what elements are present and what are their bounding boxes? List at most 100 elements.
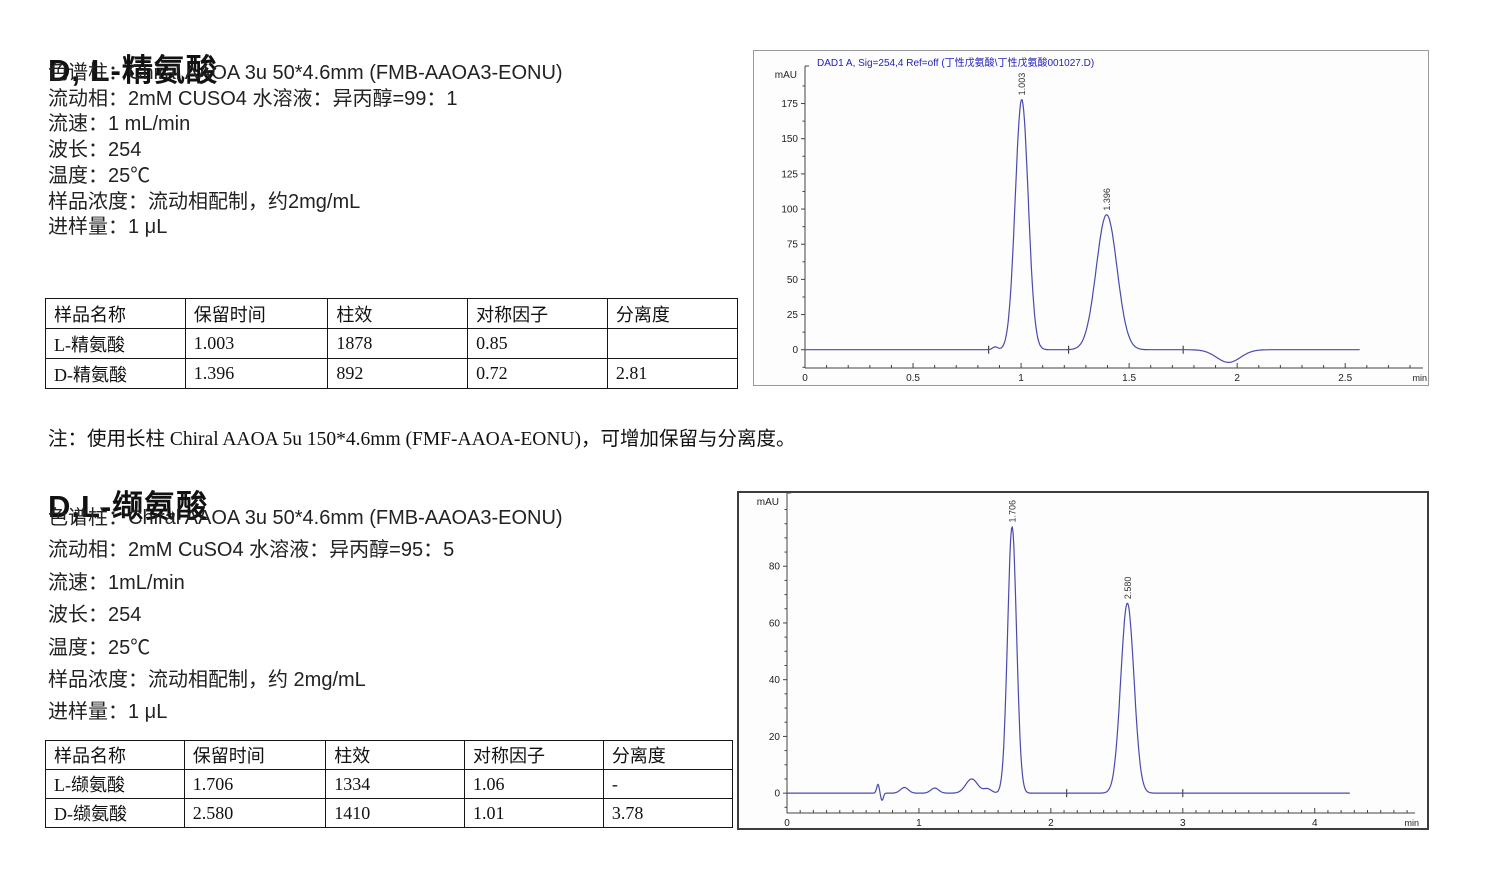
peak-label: 1.396 xyxy=(1102,188,1112,211)
table-cell: 1334 xyxy=(325,769,466,799)
param-line: 样品浓度：流动相配制，约2mg/mL xyxy=(48,190,361,213)
section-title-valine: D,L-缬氨酸 xyxy=(48,488,209,524)
param-line: 色谱柱：Chiral AAOA 3u 50*4.6mm (FMB-AAOA3-E… xyxy=(48,62,563,84)
table-header-cell: 保留时间 xyxy=(184,298,329,329)
table-header-cell: 样品名称 xyxy=(45,740,185,770)
param-line: 样品浓度：流动相配制，约 2mg/mL xyxy=(48,669,366,692)
x-axis-unit-label: min xyxy=(1412,373,1427,383)
param-line: 流速：1mL/min xyxy=(48,571,185,594)
table-header-cell: 样品名称 xyxy=(45,298,186,329)
x-tick-label: 4 xyxy=(1312,818,1318,829)
table-header-row: 样品名称 保留时间 柱效 对称因子 分离度 xyxy=(45,740,734,770)
trace-line xyxy=(805,99,1360,363)
y-axis-unit-label: mAU xyxy=(757,497,779,508)
table-cell: 1.003 xyxy=(184,328,329,359)
peak-label: 1.003 xyxy=(1017,73,1027,96)
table-row: D-精氨酸 1.396 892 0.72 2.81 xyxy=(45,358,739,389)
table-header-cell: 对称因子 xyxy=(464,740,604,770)
y-tick-label: 40 xyxy=(769,675,781,686)
chromatogram-arginine: DAD1 A, Sig=254,4 Ref=off (丁性戊氨酸\丁性戊氨酸00… xyxy=(753,50,1429,386)
trace-line xyxy=(787,526,1350,801)
y-tick-label: 0 xyxy=(792,345,798,356)
results-table-arginine: 样品名称 保留时间 柱效 对称因子 分离度 L-精氨酸 1.003 1878 0.85 D-精氨酸… xyxy=(45,298,739,389)
section-title-arginine: D, L-精氨酸 xyxy=(48,52,218,88)
table-cell: 1410 xyxy=(325,798,466,828)
table-cell: D-缬氨酸 xyxy=(45,798,185,828)
x-tick-label: 1 xyxy=(916,818,922,829)
table-header-cell: 柱效 xyxy=(325,740,466,770)
note-line: 注：使用长柱 Chiral AAOA 5u 150*4.6mm (FMF-AAO… xyxy=(48,428,796,450)
x-tick-label: 2.5 xyxy=(1338,373,1352,384)
y-tick-label: 20 xyxy=(769,732,781,743)
x-tick-label: 0 xyxy=(802,373,808,384)
param-line: 进样量：1 μL xyxy=(48,701,168,724)
param-line: 温度：25℃ xyxy=(48,164,151,187)
table-cell: 1.06 xyxy=(464,769,604,799)
y-tick-label: 100 xyxy=(781,205,798,216)
table-cell xyxy=(606,328,739,359)
x-tick-label: 0 xyxy=(784,818,790,829)
peak-label: 1.706 xyxy=(1008,500,1018,523)
table-cell: L-精氨酸 xyxy=(45,328,186,359)
peak-label: 2.580 xyxy=(1123,577,1133,600)
param-line: 波长：254 xyxy=(48,604,142,627)
results-table-valine: 样品名称 保留时间 柱效 对称因子 分离度 L-缬氨酸 1.706 1334 1.06- D-缬氨… xyxy=(45,740,734,828)
chromatogram-svg: mAU 0 20 40 60 80 0 1 2 3 4 min 1.706 2.580 xyxy=(737,491,1429,830)
param-line: 进样量：1 μL xyxy=(48,216,168,239)
table-cell: 2.580 xyxy=(183,798,327,828)
y-tick-label: 25 xyxy=(787,310,799,321)
table-cell: 1878 xyxy=(327,328,469,359)
tick-labels: mAU 0 20 40 60 80 0 1 2 3 4 min xyxy=(757,497,1419,829)
y-tick-label: 50 xyxy=(787,275,799,286)
method-params-arginine: 色谱柱：Chiral AAOA 3u 50*4.6mm (FMB-AAOA3-E… xyxy=(48,61,563,241)
table-cell: 1.01 xyxy=(464,798,604,828)
x-tick-label: 2 xyxy=(1048,818,1054,829)
y-tick-label: 125 xyxy=(781,169,798,180)
y-tick-label: 0 xyxy=(774,789,780,800)
table-cell: 0.85 xyxy=(467,328,608,359)
x-tick-label: 3 xyxy=(1180,818,1186,829)
table-cell: 0.72 xyxy=(467,358,608,389)
table-row: L-缬氨酸 1.706 1334 1.06- xyxy=(45,769,734,799)
x-tick-label: 0.5 xyxy=(906,373,920,384)
param-line: 流动相：2mM CuSO4 水溶液：异丙醇=95：5 xyxy=(48,539,455,562)
table-cell: - xyxy=(602,769,734,799)
y-tick-label: 60 xyxy=(769,618,781,629)
y-tick-label: 175 xyxy=(781,99,798,110)
x-tick-label: 1 xyxy=(1018,373,1024,384)
y-axis-unit-label: mAU xyxy=(775,70,797,81)
y-tick-label: 75 xyxy=(787,240,799,251)
x-tick-label: 1.5 xyxy=(1122,373,1136,384)
chart-frame xyxy=(753,50,1429,386)
table-header-cell: 分离度 xyxy=(602,740,734,770)
chromatogram-svg: DAD1 A, Sig=254,4 Ref=off (丁性戊氨酸\丁性戊氨酸00… xyxy=(753,50,1429,386)
table-cell: 2.81 xyxy=(606,358,739,389)
table-header-cell: 对称因子 xyxy=(467,298,608,329)
table-cell: 3.78 xyxy=(602,798,734,828)
table-header-cell: 分离度 xyxy=(606,298,739,329)
table-header-row: 样品名称 保留时间 柱效 对称因子 分离度 xyxy=(45,298,739,329)
axes xyxy=(783,492,1415,814)
param-line: 波长：254 xyxy=(48,139,142,162)
chromatogram-valine: mAU 0 20 40 60 80 0 1 2 3 4 min 1.706 2.580 xyxy=(737,491,1429,830)
table-row: L-精氨酸 1.003 1878 0.85 xyxy=(45,328,739,359)
table-cell: 1.706 xyxy=(183,769,327,799)
x-axis-unit-label: min xyxy=(1404,818,1419,828)
param-line: 色谱柱：Chiral AAOA 3u 50*4.6mm (FMB-AAOA3-E… xyxy=(48,507,563,529)
chart-frame xyxy=(737,491,1429,830)
param-line: 流动相：2mM CUSO4 水溶液：异丙醇=99：1 xyxy=(48,87,458,110)
table-row: D-缬氨酸 2.580 1410 1.01 3.78 xyxy=(45,798,734,828)
table-header-cell: 柱效 xyxy=(327,298,469,329)
table-cell: L-缬氨酸 xyxy=(45,769,185,799)
chart-title: DAD1 A, Sig=254,4 Ref=off (丁性戊氨酸\丁性戊氨酸00… xyxy=(817,56,1094,69)
table-header-cell: 保留时间 xyxy=(183,740,327,770)
y-tick-label: 80 xyxy=(769,562,781,573)
method-params-valine: 色谱柱：Chiral AAOA 3u 50*4.6mm (FMB-AAOA3-E… xyxy=(48,502,563,729)
param-line: 温度：25℃ xyxy=(48,636,151,659)
y-tick-label: 150 xyxy=(781,134,798,145)
table-cell: 1.396 xyxy=(184,358,329,389)
axes xyxy=(801,65,1423,369)
table-cell: 892 xyxy=(327,358,469,389)
table-cell: D-精氨酸 xyxy=(45,358,186,389)
